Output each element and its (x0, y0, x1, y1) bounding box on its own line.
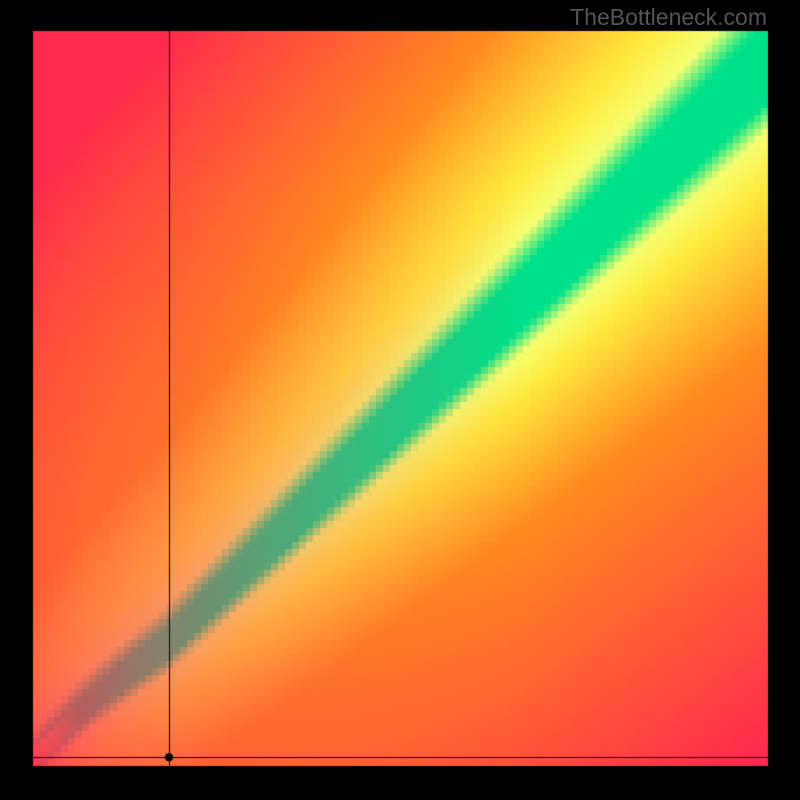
chart-container: TheBottleneck.com (0, 0, 800, 800)
bottleneck-heatmap (0, 0, 800, 800)
watermark-text: TheBottleneck.com (570, 4, 767, 31)
